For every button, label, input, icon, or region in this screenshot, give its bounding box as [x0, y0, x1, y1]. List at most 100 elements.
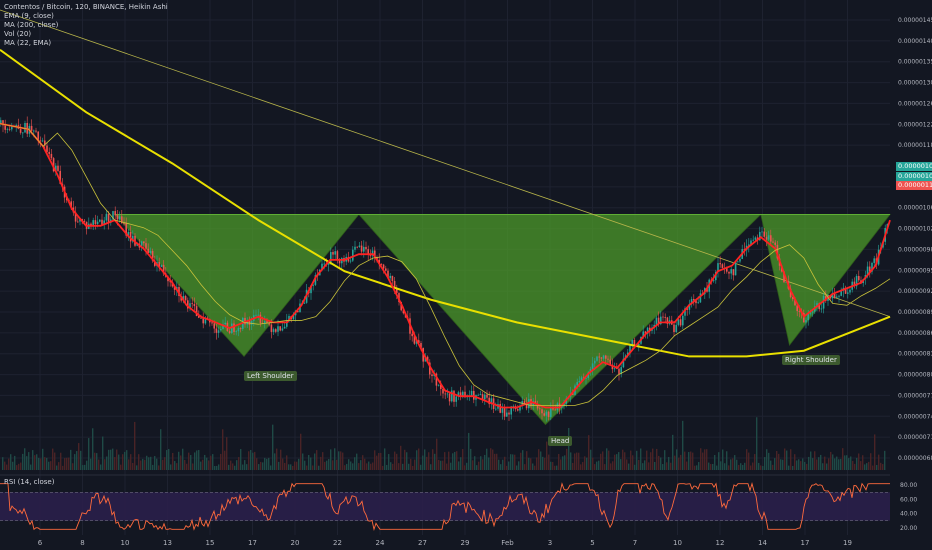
volume-bar — [18, 463, 20, 470]
candle-body — [367, 249, 369, 254]
volume-bars — [2, 417, 886, 470]
legend-ema[interactable]: EMA (9, close) — [4, 12, 54, 20]
candle-body — [74, 212, 77, 222]
volume-bar — [834, 458, 836, 470]
candle-body — [275, 329, 277, 332]
candle-body — [737, 261, 739, 263]
candle-body — [79, 219, 81, 222]
volume-bar — [848, 458, 850, 470]
candle-body — [380, 263, 383, 265]
volume-bar — [740, 463, 742, 470]
legend-ma200[interactable]: MA (200, close) — [4, 21, 59, 29]
candle-body — [239, 328, 242, 329]
candle-body — [349, 260, 352, 262]
candle-body — [673, 324, 675, 333]
volume-bar — [602, 451, 604, 470]
price-axis[interactable]: 0.00000145 0.00000140 0.00000135 0.00000130… — [898, 17, 932, 462]
candle-body — [391, 275, 394, 281]
time-tick-label: 7 — [633, 539, 637, 547]
symbol-title[interactable]: Contentos / Bitcoin, 120, BINANCE, Heiki… — [4, 3, 168, 11]
volume-bar — [94, 452, 96, 470]
rsi-tick-label: 40.00 — [900, 511, 917, 518]
volume-bar — [650, 452, 652, 470]
volume-bar — [608, 450, 610, 470]
candle-body — [664, 317, 666, 318]
volume-bar — [644, 460, 646, 470]
volume-bar — [462, 449, 464, 470]
candle-body — [794, 299, 796, 306]
volume-bar — [184, 459, 186, 470]
volume-bar — [376, 455, 378, 470]
candle-body — [822, 296, 825, 309]
volume-bar — [582, 462, 584, 470]
volume-bar — [652, 448, 654, 470]
volume-bar — [718, 452, 720, 470]
volume-bar — [406, 452, 408, 470]
candle-body — [143, 241, 145, 244]
candle-body — [338, 259, 341, 264]
candle-body — [356, 246, 358, 248]
volume-bar — [568, 427, 570, 470]
volume-bar — [274, 453, 276, 470]
volume-bar — [744, 462, 746, 470]
volume-bar — [508, 461, 510, 470]
volume-bar — [714, 455, 716, 470]
volume-bar — [28, 452, 30, 470]
rsi-legend[interactable]: RSI (14, close) — [4, 478, 55, 486]
price-tick-label: 0.00000130 — [898, 80, 932, 87]
volume-bar — [438, 459, 440, 470]
legend-volume[interactable]: Vol (20) — [4, 30, 32, 38]
volume-bar — [4, 461, 6, 470]
volume-bar — [720, 461, 722, 470]
volume-bar — [326, 460, 328, 470]
volume-bar — [252, 452, 254, 470]
volume-bar — [392, 463, 394, 470]
volume-bar — [584, 456, 586, 470]
candle-body — [105, 213, 108, 221]
volume-bar — [256, 458, 258, 470]
time-axis[interactable]: 6 8 10 13 15 17 20 22 24 27 29 Feb 3 5 7 10 12 14 17 19 — [38, 539, 852, 547]
volume-bar — [48, 461, 50, 470]
volume-bar — [126, 450, 128, 470]
head-triangle — [357, 214, 762, 426]
candle-body — [363, 246, 365, 252]
volume-bar — [124, 451, 126, 470]
volume-bar — [310, 457, 312, 470]
candle-body — [195, 306, 198, 317]
volume-bar — [96, 453, 98, 470]
candle-body — [96, 221, 99, 225]
volume-bar — [432, 449, 434, 470]
candle-body — [754, 237, 757, 240]
candle-body — [451, 390, 453, 402]
candle-body — [871, 262, 873, 272]
time-tick-label: 8 — [80, 539, 84, 547]
volume-bar — [8, 458, 10, 470]
candle-body — [818, 303, 820, 310]
candle-body — [600, 357, 603, 359]
candle-body — [591, 363, 594, 370]
volume-bar — [324, 461, 326, 470]
volume-bar — [68, 457, 70, 470]
candle-body — [189, 303, 191, 309]
candle-body — [147, 248, 149, 253]
volume-bar — [736, 459, 738, 470]
legend-ma22[interactable]: MA (22, EMA) — [4, 39, 52, 47]
volume-bar — [616, 454, 618, 470]
volume-bar — [712, 464, 714, 470]
volume-bar — [76, 451, 78, 470]
candle-body — [169, 281, 171, 283]
candle-body — [200, 317, 202, 319]
volume-bar — [706, 449, 708, 470]
volume-bar — [490, 448, 492, 470]
candle-body — [517, 409, 519, 411]
volume-bar — [868, 461, 870, 470]
volume-bar — [262, 462, 264, 470]
volume-bar — [212, 454, 214, 470]
time-tick-label: 17 — [801, 539, 810, 547]
price-tick-label: 0.00000102 — [898, 226, 932, 233]
volume-bar — [828, 458, 830, 470]
volume-bar — [874, 434, 876, 470]
candle-body — [206, 317, 209, 319]
volume-bar — [724, 463, 726, 470]
